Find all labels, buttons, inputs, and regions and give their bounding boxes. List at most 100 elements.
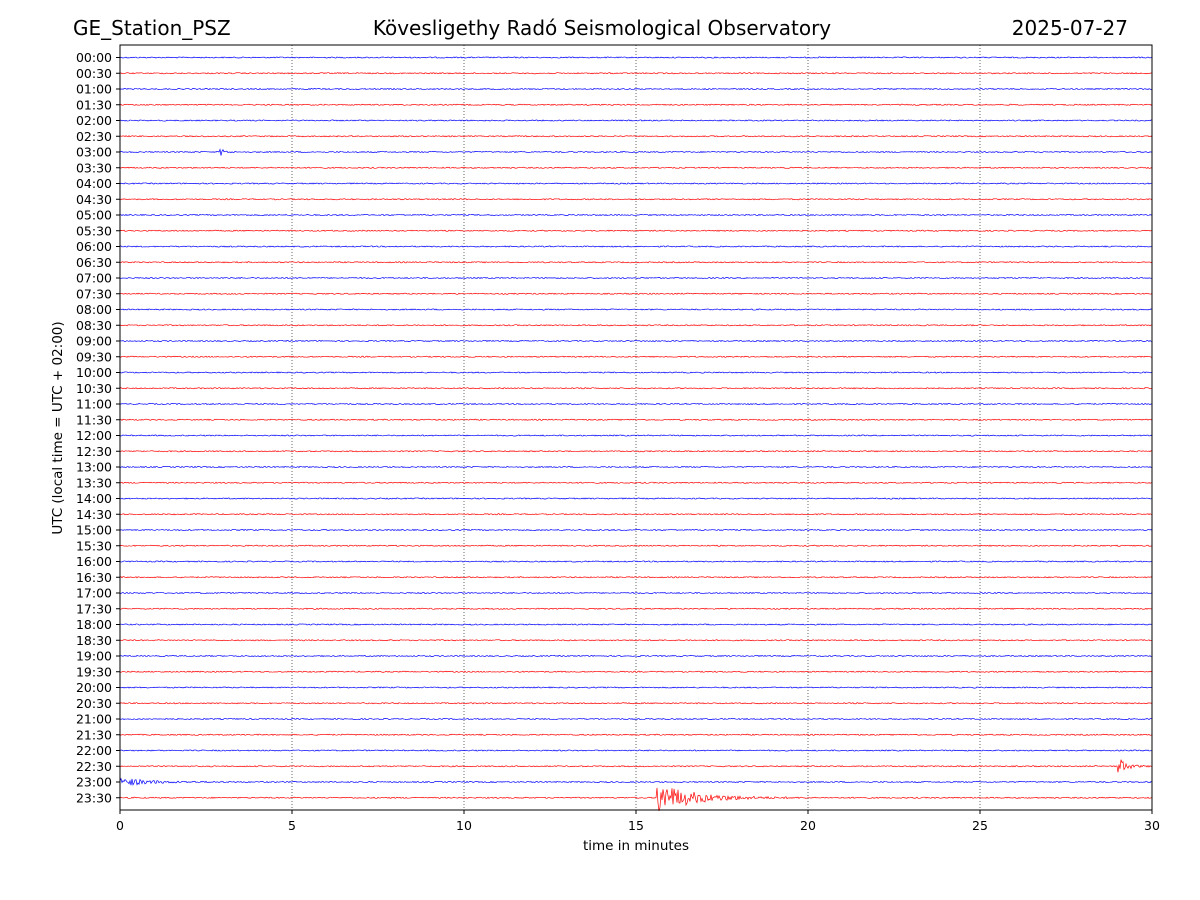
trace-1530 xyxy=(119,544,1153,547)
trace-1330 xyxy=(119,481,1153,484)
trace-0200 xyxy=(119,119,1153,122)
y-tick-label: 23:00 xyxy=(76,775,112,790)
trace-1630 xyxy=(119,576,1153,579)
trace-2300 xyxy=(119,777,1153,786)
y-tick-label: 19:30 xyxy=(76,664,112,679)
y-tick-label: 16:30 xyxy=(76,570,112,585)
y-tick-label: 19:00 xyxy=(76,649,112,664)
trace-1400 xyxy=(119,497,1153,500)
chart-date: 2025-07-27 xyxy=(1012,16,1128,40)
trace-1830 xyxy=(119,639,1153,642)
plot-frame xyxy=(119,44,1153,811)
y-tick-label: 04:30 xyxy=(76,192,112,207)
y-tick-label: 05:30 xyxy=(76,223,112,238)
trace-0000 xyxy=(119,56,1153,59)
y-tick-group: 00:0000:3001:0001:3002:0002:3003:0003:30… xyxy=(76,50,120,805)
x-tick-label: 30 xyxy=(1144,818,1160,833)
y-tick-label: 22:00 xyxy=(76,743,112,758)
trace-1300 xyxy=(119,465,1153,469)
trace-2130 xyxy=(119,733,1153,736)
y-tick-label: 12:30 xyxy=(76,444,112,459)
y-tick-label: 18:00 xyxy=(76,617,112,632)
y-tick-label: 06:00 xyxy=(76,239,112,254)
trace-0630 xyxy=(119,261,1153,264)
y-tick-label: 07:30 xyxy=(76,286,112,301)
trace-2230 xyxy=(119,759,1153,773)
trace-0830 xyxy=(119,324,1153,327)
y-tick-label: 17:00 xyxy=(76,586,112,601)
y-tick-label: 02:30 xyxy=(76,129,112,144)
trace-1700 xyxy=(119,591,1153,595)
trace-0730 xyxy=(119,292,1153,295)
trace-0700 xyxy=(119,276,1153,280)
y-tick-label: 03:00 xyxy=(76,145,112,160)
y-tick-label: 20:00 xyxy=(76,680,112,695)
y-tick-label: 05:00 xyxy=(76,208,112,223)
trace-1030 xyxy=(119,387,1153,390)
y-tick-label: 15:00 xyxy=(76,523,112,538)
y-tick-label: 03:30 xyxy=(76,160,112,175)
y-tick-label: 10:30 xyxy=(76,381,112,396)
y-tick-label: 21:00 xyxy=(76,712,112,727)
trace-0430 xyxy=(119,198,1153,201)
trace-0230 xyxy=(119,135,1153,138)
trace-2000 xyxy=(119,686,1153,689)
trace-group xyxy=(119,56,1153,812)
trace-2330 xyxy=(119,787,1153,812)
y-tick-label: 02:00 xyxy=(76,113,112,128)
trace-1230 xyxy=(119,450,1153,453)
y-tick-label: 11:00 xyxy=(76,397,112,412)
trace-0930 xyxy=(119,355,1153,358)
trace-1930 xyxy=(119,670,1153,673)
station-name: GE_Station_PSZ xyxy=(73,16,231,40)
x-tick-label: 10 xyxy=(456,818,472,833)
trace-1900 xyxy=(119,654,1153,658)
trace-2100 xyxy=(119,717,1153,721)
y-tick-label: 23:30 xyxy=(76,790,112,805)
y-tick-label: 08:30 xyxy=(76,318,112,333)
y-tick-label: 00:00 xyxy=(76,50,112,65)
y-tick-label: 13:00 xyxy=(76,460,112,475)
x-axis-label: time in minutes xyxy=(583,838,689,854)
vertical-grid-lines xyxy=(291,45,981,810)
x-tick-label: 20 xyxy=(800,818,816,833)
trace-1800 xyxy=(119,623,1153,626)
y-tick-label: 06:30 xyxy=(76,255,112,270)
trace-0800 xyxy=(119,308,1153,311)
y-tick-label: 21:30 xyxy=(76,727,112,742)
y-tick-label: 18:30 xyxy=(76,633,112,648)
trace-0600 xyxy=(119,245,1153,248)
trace-2030 xyxy=(119,702,1153,705)
y-axis-label: UTC (local time = UTC + 02:00) xyxy=(50,321,66,534)
trace-0100 xyxy=(119,87,1153,91)
y-tick-label: 00:30 xyxy=(76,66,112,81)
y-tick-label: 09:00 xyxy=(76,334,112,349)
y-tick-label: 15:30 xyxy=(76,538,112,553)
y-tick-label: 01:30 xyxy=(76,97,112,112)
trace-0300 xyxy=(119,148,1153,156)
y-tick-label: 01:00 xyxy=(76,82,112,97)
y-tick-label: 09:30 xyxy=(76,349,112,364)
trace-0030 xyxy=(119,72,1153,75)
x-tick-group: 0 5 10 15 20 25 30 xyxy=(116,810,1160,833)
y-tick-label: 08:00 xyxy=(76,302,112,317)
trace-1430 xyxy=(119,513,1153,516)
y-tick-label: 10:00 xyxy=(76,365,112,380)
y-tick-label: 20:30 xyxy=(76,696,112,711)
x-tick-label: 25 xyxy=(972,818,988,833)
y-tick-label: 14:00 xyxy=(76,491,112,506)
trace-1100 xyxy=(119,402,1153,406)
trace-1500 xyxy=(119,528,1153,532)
trace-1130 xyxy=(119,418,1153,421)
trace-1600 xyxy=(119,560,1153,563)
x-tick-label: 0 xyxy=(116,818,124,833)
y-tick-label: 16:00 xyxy=(76,554,112,569)
y-tick-label: 13:30 xyxy=(76,475,112,490)
y-tick-label: 04:00 xyxy=(76,176,112,191)
x-tick-label: 5 xyxy=(288,818,296,833)
chart-title: Kövesligethy Radó Seismological Observat… xyxy=(373,16,831,40)
y-tick-label: 07:00 xyxy=(76,271,112,286)
trace-0400 xyxy=(119,182,1153,185)
trace-2200 xyxy=(119,749,1153,752)
y-tick-label: 22:30 xyxy=(76,759,112,774)
